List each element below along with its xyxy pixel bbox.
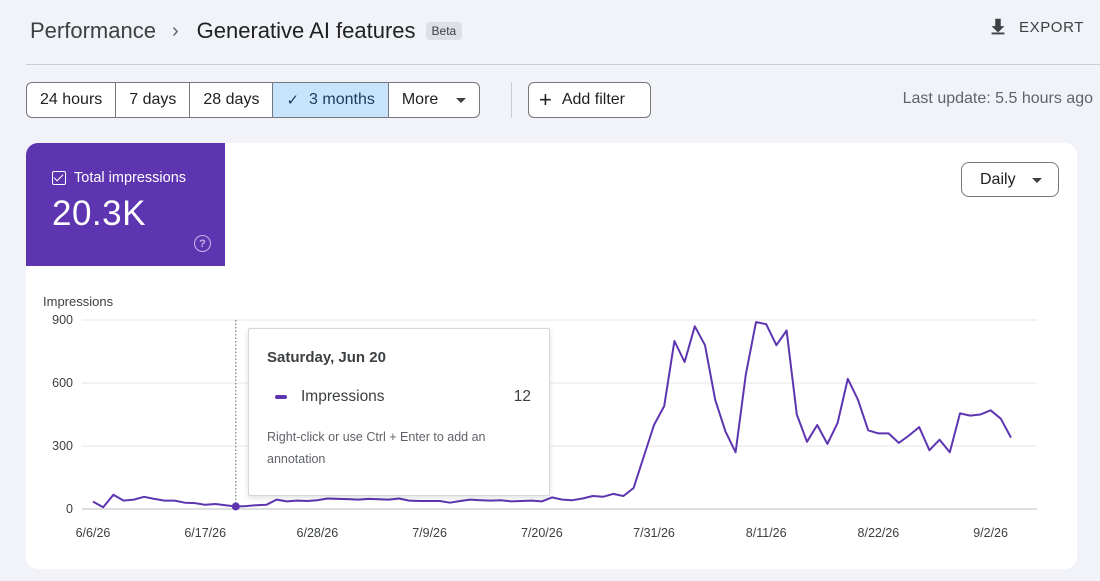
range-7-days[interactable]: 7 days	[116, 83, 191, 117]
caret-down-icon	[1032, 178, 1042, 183]
y-tick-label: 300	[52, 439, 73, 453]
x-tick-label: 7/31/26	[633, 526, 675, 540]
performance-card: Impressions 0 300 600 900 6/6/26 6/17/26 6/28/2…	[26, 143, 1077, 569]
range-label: 24 hours	[40, 91, 103, 108]
range-label: 7 days	[129, 91, 177, 108]
series-swatch	[275, 395, 287, 399]
x-tick-label: 6/17/26	[184, 526, 226, 540]
tooltip-date: Saturday, Jun 20	[267, 349, 386, 366]
toolbar-divider	[511, 82, 512, 118]
breadcrumb-performance[interactable]: Performance	[30, 18, 156, 43]
x-tick-label: 6/6/26	[76, 526, 111, 540]
caret-down-icon	[456, 97, 467, 103]
impressions-series-line	[92, 321, 1012, 509]
range-label: 3 months	[309, 91, 375, 108]
range-3-months[interactable]: ✓ 3 months	[273, 83, 389, 117]
export-button[interactable]: EXPORT	[987, 16, 1084, 38]
more-label: More	[401, 91, 439, 108]
download-icon	[991, 18, 1005, 35]
x-tick-label: 8/11/26	[746, 526, 787, 540]
x-tick-label: 8/22/26	[858, 526, 900, 540]
checkbox-icon[interactable]	[52, 171, 66, 185]
granularity-dropdown[interactable]: Daily	[961, 162, 1059, 197]
x-tick-label: 9/2/26	[973, 526, 1008, 540]
range-24-hours[interactable]: 24 hours	[27, 83, 117, 117]
chart-tooltip: Saturday, Jun 20 Impressions 12 Right-cl…	[248, 328, 550, 496]
more-ranges-dropdown[interactable]: More	[389, 83, 479, 117]
y-axis-label: Impressions	[43, 294, 114, 309]
y-tick-label: 600	[52, 376, 73, 390]
breadcrumb: Performance › Generative AI features Bet…	[30, 16, 463, 46]
metric-tile-total-impressions[interactable]: Total impressions 20.3K ?	[26, 143, 225, 266]
metric-label: Total impressions	[74, 170, 187, 186]
chevron-right-icon: ›	[171, 19, 179, 42]
date-range-selector: 24 hours 7 days 28 days ✓ 3 months More	[26, 82, 481, 118]
page-title: Generative AI features	[196, 18, 416, 43]
metric-value: 20.3K	[52, 194, 146, 233]
x-tick-label: 7/20/26	[521, 526, 563, 540]
help-icon[interactable]: ?	[194, 235, 211, 252]
add-filter-button[interactable]: + Add filter	[528, 82, 651, 118]
impressions-chart[interactable]: Impressions 0 300 600 900 6/6/26 6/17/26 6/28/2…	[26, 143, 1077, 569]
range-28-days[interactable]: 28 days	[190, 83, 274, 117]
tooltip-series-name: Impressions	[301, 388, 385, 405]
range-label: 28 days	[203, 91, 260, 108]
hover-point	[231, 502, 240, 511]
plus-icon: +	[539, 87, 552, 112]
tooltip-value: 12	[513, 388, 531, 405]
check-icon: ✓	[286, 92, 300, 109]
beta-badge: Beta	[425, 22, 463, 40]
tooltip-hint: Right-click or use Ctrl + Enter to add a…	[267, 430, 486, 466]
header-divider	[26, 64, 1100, 65]
granularity-label: Daily	[980, 170, 1016, 188]
last-update-text: Last update: 5.5 hours ago	[902, 90, 1093, 107]
x-tick-label: 6/28/26	[297, 526, 339, 540]
y-tick-label: 900	[52, 313, 73, 327]
y-tick-label: 0	[66, 502, 73, 516]
export-label: EXPORT	[1018, 18, 1084, 36]
x-tick-label: 7/9/26	[412, 526, 447, 540]
add-filter-label: Add filter	[561, 91, 625, 108]
